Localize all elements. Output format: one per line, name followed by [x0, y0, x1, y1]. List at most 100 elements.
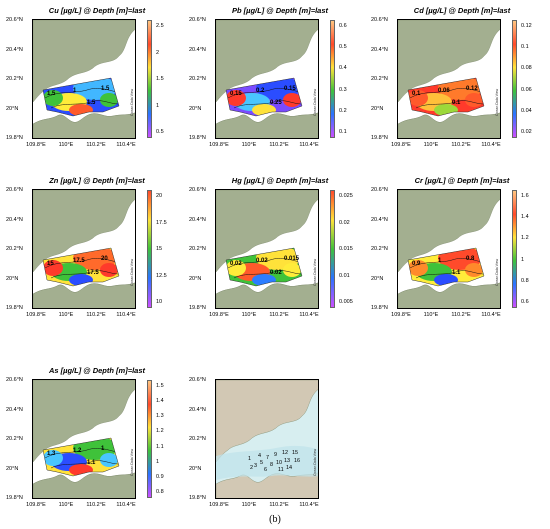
colorbar-tick-label: 0.04	[521, 107, 532, 114]
panel-zn: Zn [µg/L] @ Depth [m]=last 20.6°N 20.4°N 20…	[6, 176, 184, 322]
longitude-label: 110.4°E	[116, 312, 136, 318]
latitude-label: 19.8°N	[371, 305, 388, 311]
panel-title: Zn [µg/L] @ Depth [m]=last	[49, 176, 145, 185]
contour-value-label: 1.5	[101, 86, 110, 92]
contour-line	[409, 258, 483, 269]
contour-value-label: 1.3	[47, 451, 56, 457]
longitude-label: 109.8°E	[209, 142, 229, 148]
map-credit: Ocean Data View	[130, 88, 134, 116]
station-map: 1 2 3 4 5 6 7 8 9 10 11 12 13 14 15 16	[215, 379, 319, 499]
latitude-label: 20.6°N	[371, 187, 388, 193]
longitude-label: 110°E	[58, 142, 74, 148]
latitude-label: 20.6°N	[6, 187, 23, 193]
contour-value-label: 17.5	[87, 270, 99, 276]
colorbar	[512, 20, 517, 138]
contour-value-label: 0.15	[284, 86, 296, 92]
longitude-label: 110.4°E	[116, 142, 136, 148]
longitude-label: 110.2°E	[86, 142, 106, 148]
latitude-label: 20.2°N	[189, 246, 206, 252]
north-landmass	[216, 190, 318, 273]
survey-boundary	[407, 77, 485, 117]
contour-value-label: 0.9	[412, 261, 421, 267]
colorbar	[512, 190, 517, 308]
north-landmass	[33, 380, 135, 463]
station-label: 13	[284, 458, 290, 464]
longitude-label: 110°E	[241, 312, 257, 318]
longitude-label: 110.4°E	[116, 502, 136, 508]
latitude-label: 20.2°N	[189, 436, 206, 442]
survey-boundary	[407, 247, 485, 287]
latitude-label: 20°N	[189, 275, 202, 282]
latitude-label: 19.8°N	[6, 305, 23, 311]
latitude-label: 20.4°N	[189, 406, 206, 413]
north-landmass	[216, 20, 318, 103]
panel-title: Pb [µg/L] @ Depth [m]=last	[231, 6, 328, 15]
colorbar-tick-label: 0.6	[339, 23, 347, 29]
longitude-label: 110.4°E	[299, 502, 319, 508]
colorbar-tick-label: 1	[156, 458, 160, 465]
colorbar-tick-label: 10	[156, 299, 163, 305]
longitude-label: 110.2°E	[86, 312, 106, 318]
contour-value-label: 0.15	[230, 91, 242, 97]
latitude-label: 19.8°N	[189, 135, 206, 141]
contour-value-label: 0.06	[438, 88, 450, 94]
colorbar	[147, 190, 152, 308]
colorbar-tick-label: 0.6	[521, 299, 529, 305]
colorbar	[147, 20, 152, 138]
longitude-label: 110°E	[58, 312, 74, 318]
contour-line	[227, 258, 301, 269]
concentration-map: 15 17.5 17.5 20	[32, 189, 136, 309]
station-label: 9	[274, 452, 277, 458]
station-label: 4	[258, 453, 261, 459]
contour-value-label: 0.02	[270, 270, 282, 276]
concentration-field	[43, 248, 119, 286]
contour-line	[50, 270, 119, 279]
panel-cd: Cd [µg/L] @ Depth [m]=last 20.6°N 20.4°N 20…	[371, 6, 549, 152]
survey-boundary	[42, 437, 120, 477]
colorbar-tick-label: 0.5	[339, 44, 347, 51]
colorbar-tick-label: 0.08	[521, 65, 532, 72]
latitude-label: 19.8°N	[189, 495, 206, 501]
station-label: 11	[278, 467, 284, 473]
contour-value-label: 20	[101, 256, 108, 262]
colorbar-tick-label: 1	[156, 102, 160, 109]
longitude-label: 110°E	[423, 312, 439, 318]
station-label: 12	[282, 450, 288, 456]
contour-line	[409, 88, 483, 99]
colorbar-tick-label: 12.5	[156, 272, 167, 279]
latitude-label: 20.2°N	[371, 76, 388, 82]
contour-value-label: 1.5	[47, 91, 56, 97]
colorbar-tick-label: 1.5	[156, 76, 164, 82]
colorbar-tick-label: 20	[156, 193, 163, 199]
latitude-label: 20.6°N	[189, 17, 206, 23]
map-credit: Ocean Data View	[495, 258, 499, 286]
contour-line	[44, 258, 118, 269]
contour-line	[233, 100, 302, 109]
contour-value-label: 0.2	[256, 88, 265, 94]
map-credit: Ocean Data View	[495, 88, 499, 116]
longitude-label: 109.8°E	[26, 312, 46, 318]
colorbar-tick-label: 0.9	[156, 473, 164, 480]
station-label: 7	[266, 455, 269, 461]
station-label: 15	[292, 450, 298, 456]
colorbar-tick-label: 1.6	[521, 193, 529, 199]
colorbar-tick-label: 0.4	[339, 65, 347, 72]
contour-value-label: 0.8	[466, 256, 475, 262]
panel-cu: Cu [µg/L] @ Depth [m]=last 20.6°N 20.4°N 20…	[6, 6, 184, 152]
colorbar-tick-label: 0.025	[339, 193, 353, 199]
station-label: 8	[270, 462, 273, 468]
latitude-label: 20.4°N	[371, 46, 388, 53]
contour-value-label: 1.1	[87, 460, 96, 466]
panel-as: As [µg/L] @ Depth [m]=last 20.6°N 20.4°N 20…	[6, 366, 184, 512]
colorbar-tick-label: 17.5	[156, 219, 167, 226]
longitude-label: 109.8°E	[209, 312, 229, 318]
longitude-label: 110°E	[58, 502, 74, 508]
colorbar-tick-label: 0.8	[521, 277, 529, 284]
contour-line	[227, 88, 301, 99]
concentration-map: 1.5 1 1.5 1.5	[32, 19, 136, 139]
longitude-label: 110.2°E	[451, 312, 471, 318]
longitude-label: 110°E	[423, 142, 439, 148]
contour-value-label: 0.25	[270, 100, 282, 106]
latitude-label: 20°N	[6, 465, 19, 472]
longitude-label: 110.4°E	[299, 312, 319, 318]
